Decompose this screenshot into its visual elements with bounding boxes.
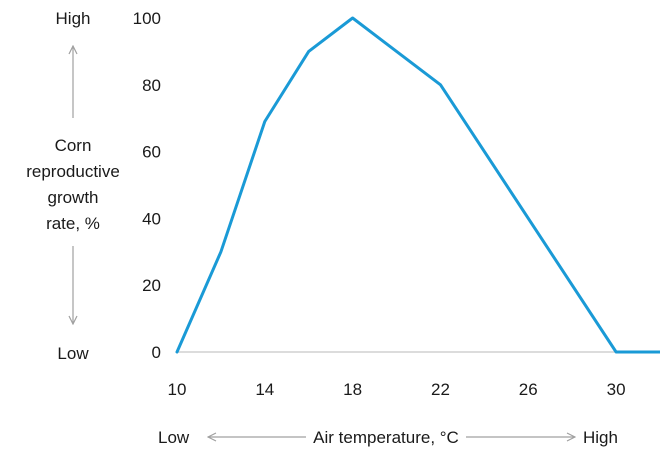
x-tick-label: 14 bbox=[255, 380, 274, 399]
y-high-label: High bbox=[56, 9, 91, 28]
x-high-label: High bbox=[583, 428, 618, 447]
x-axis-ticks: 10 14 18 22 26 30 bbox=[168, 380, 626, 399]
y-axis-label: Corn reproductive growth rate, % bbox=[26, 136, 120, 233]
x-tick-label: 22 bbox=[431, 380, 450, 399]
y-low-label: Low bbox=[57, 344, 89, 363]
y-tick-label: 100 bbox=[133, 9, 161, 28]
y-tick-label: 20 bbox=[142, 276, 161, 295]
x-low-label: Low bbox=[158, 428, 190, 447]
x-tick-label: 26 bbox=[519, 380, 538, 399]
y-axis-label-line-1: Corn bbox=[55, 136, 92, 155]
y-axis-label-line-4: rate, % bbox=[46, 214, 100, 233]
x-axis-label: Air temperature, °C bbox=[313, 428, 459, 447]
y-tick-label: 40 bbox=[142, 209, 161, 228]
y-tick-label: 80 bbox=[142, 76, 161, 95]
y-axis-ticks: 0 20 40 60 80 100 bbox=[133, 9, 161, 362]
x-tick-label: 10 bbox=[168, 380, 187, 399]
y-axis-label-line-3: growth bbox=[47, 188, 98, 207]
x-tick-label: 30 bbox=[607, 380, 626, 399]
y-axis-label-line-2: reproductive bbox=[26, 162, 120, 181]
y-tick-label: 0 bbox=[152, 343, 161, 362]
x-tick-label: 18 bbox=[343, 380, 362, 399]
y-tick-label: 60 bbox=[142, 143, 161, 162]
series-line bbox=[175, 16, 660, 354]
